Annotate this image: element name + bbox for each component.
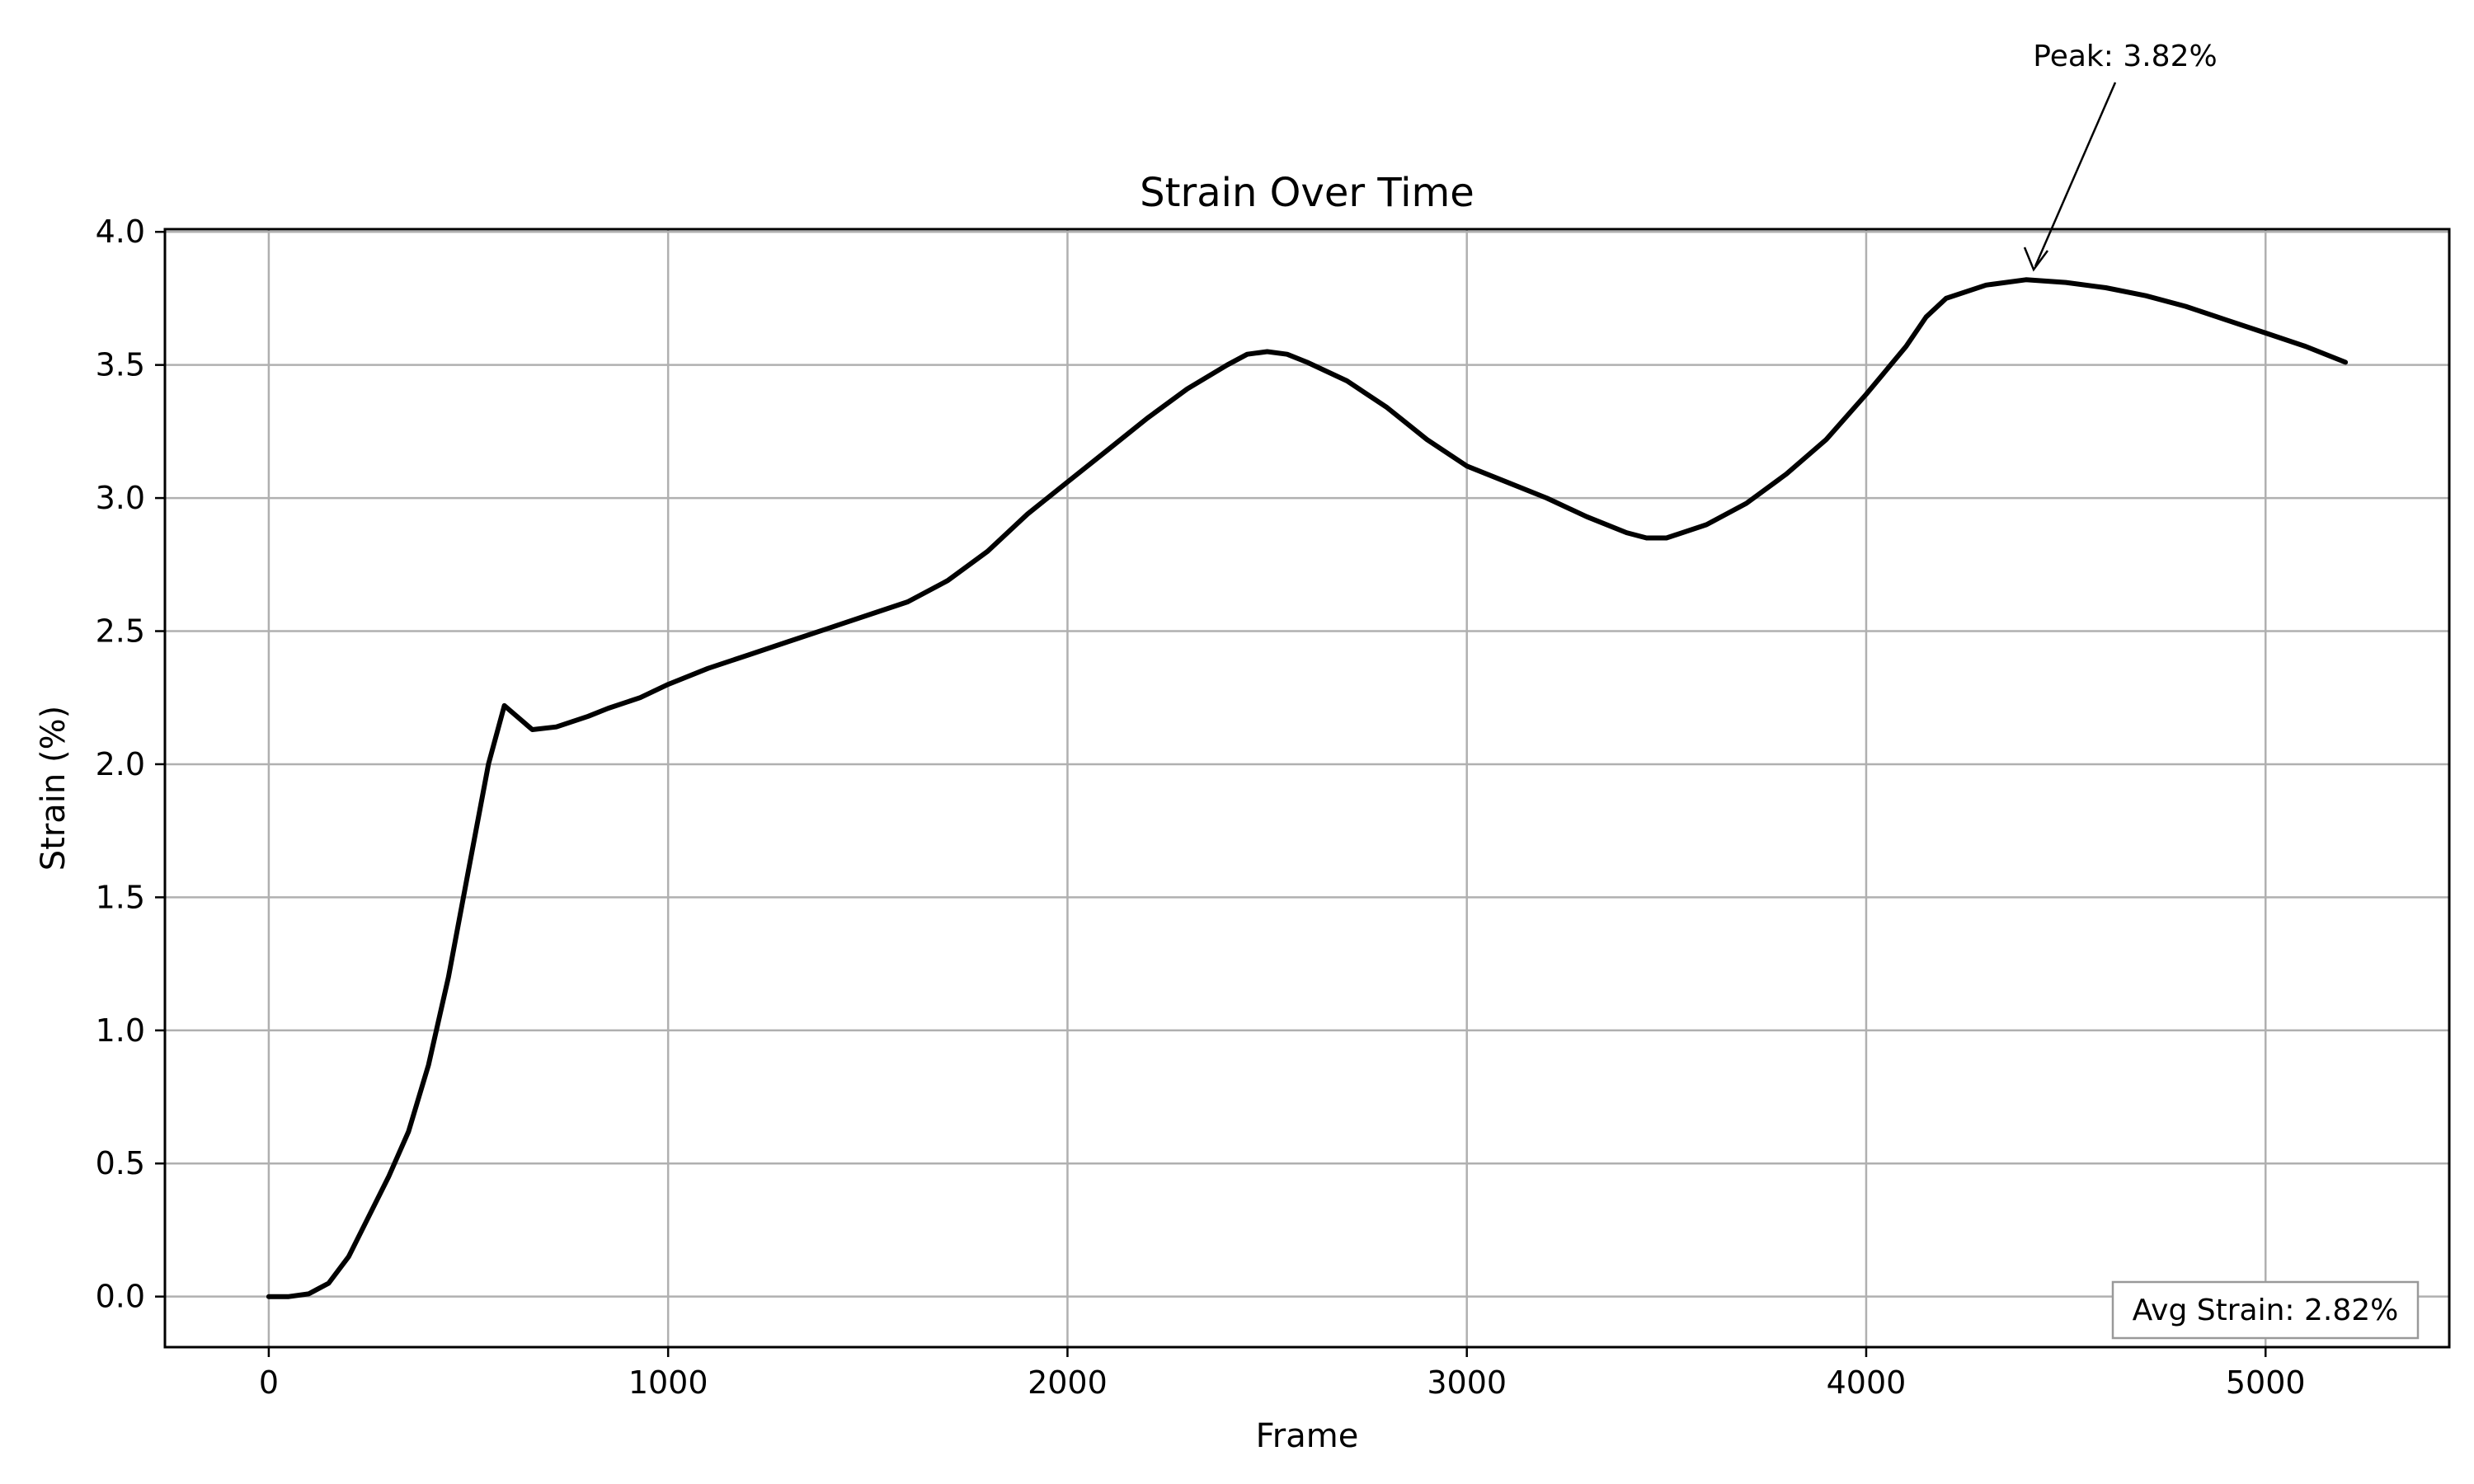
peak-annotation: Peak: 3.82% — [2023, 40, 2218, 272]
x-tick-label: 4000 — [1827, 1364, 1907, 1401]
y-tick-label: 4.0 — [96, 214, 145, 250]
average-annotation-box — [2111, 1280, 2420, 1340]
y-axis-label: Strain (%) — [35, 706, 73, 871]
y-tick-label: 0.5 — [96, 1145, 145, 1181]
peak-annotation-text: Peak: 3.82% — [2033, 40, 2217, 73]
grid — [165, 229, 2449, 1347]
peak-arrow-line — [2034, 82, 2117, 267]
y-tick-label: 1.5 — [96, 879, 145, 915]
strain-line — [266, 277, 2349, 1299]
y-tick-label: 0.0 — [96, 1279, 145, 1315]
y-tick-label: 2.0 — [96, 746, 145, 782]
y-tick-label: 3.5 — [96, 347, 145, 383]
peak-arrow-head — [2023, 247, 2049, 272]
x-tick-label: 1000 — [628, 1364, 708, 1401]
average-annotation: Avg Strain: 2.82% — [2111, 1280, 2420, 1340]
y-tick-label: 3.0 — [96, 480, 145, 516]
x-tick-label: 3000 — [1427, 1364, 1507, 1401]
series — [266, 277, 2349, 1299]
x-axis-label: Frame — [1256, 1417, 1359, 1455]
chart-title: Strain Over Time — [1140, 170, 1475, 216]
ticks: 0 1000 2000 3000 4000 5000 0.0 0.5 1.0 1.5 2.0 2.5 3… — [96, 214, 2306, 1401]
x-tick-label: 2000 — [1028, 1364, 1108, 1401]
plot-frame — [163, 228, 2451, 1349]
x-tick-label: 0 — [259, 1364, 279, 1401]
average-annotation-text: Avg Strain: 2.82% — [2133, 1294, 2399, 1327]
y-tick-label: 1.0 — [96, 1012, 145, 1049]
x-tick-label: 5000 — [2226, 1364, 2306, 1401]
y-tick-label: 2.5 — [96, 613, 145, 650]
